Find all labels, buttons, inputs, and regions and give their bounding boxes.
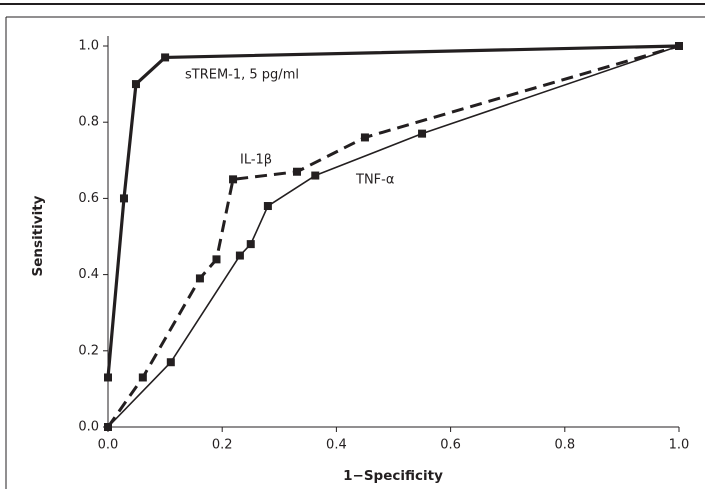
y-tick-label: 0.8 <box>78 115 99 130</box>
point-marker <box>104 423 112 431</box>
x-axis-title: 1−Specificity <box>343 468 443 484</box>
point-marker <box>235 251 244 260</box>
series-line <box>107 45 680 428</box>
point-marker <box>246 240 255 249</box>
point-marker <box>229 175 238 184</box>
point-marker <box>675 42 683 50</box>
x-tick-label: 0.6 <box>440 438 461 453</box>
point-marker <box>161 53 170 62</box>
point-marker <box>138 373 147 382</box>
point-marker <box>263 202 272 211</box>
point-marker <box>212 255 221 264</box>
x-tick-label: 0.0 <box>98 438 119 453</box>
point-marker <box>360 133 369 142</box>
series-label: IL-1β <box>240 153 272 168</box>
y-tick-label: 0.4 <box>78 267 99 282</box>
point-marker <box>418 129 427 138</box>
point-marker <box>119 194 128 203</box>
series-label: TNF-α <box>355 173 394 188</box>
y-axis-title: Sensitivity <box>30 195 46 276</box>
x-tick-label: 0.8 <box>554 438 575 453</box>
point-marker <box>104 373 112 382</box>
point-marker <box>166 358 175 367</box>
series-line <box>106 44 680 428</box>
point-marker <box>293 167 302 176</box>
point-marker <box>195 274 204 283</box>
y-tick-label: 0.6 <box>78 191 99 206</box>
series-label: sTREM-1, 5 pg/ml <box>185 68 299 83</box>
x-tick-label: 1.0 <box>669 438 690 453</box>
point-marker <box>311 171 320 180</box>
y-tick-label: 0.0 <box>78 420 99 435</box>
y-tick-label: 1.0 <box>78 39 99 54</box>
y-tick-label: 0.2 <box>78 343 99 358</box>
x-tick-label: 0.4 <box>326 438 347 453</box>
x-tick-label: 0.2 <box>212 438 233 453</box>
point-marker <box>131 80 140 89</box>
